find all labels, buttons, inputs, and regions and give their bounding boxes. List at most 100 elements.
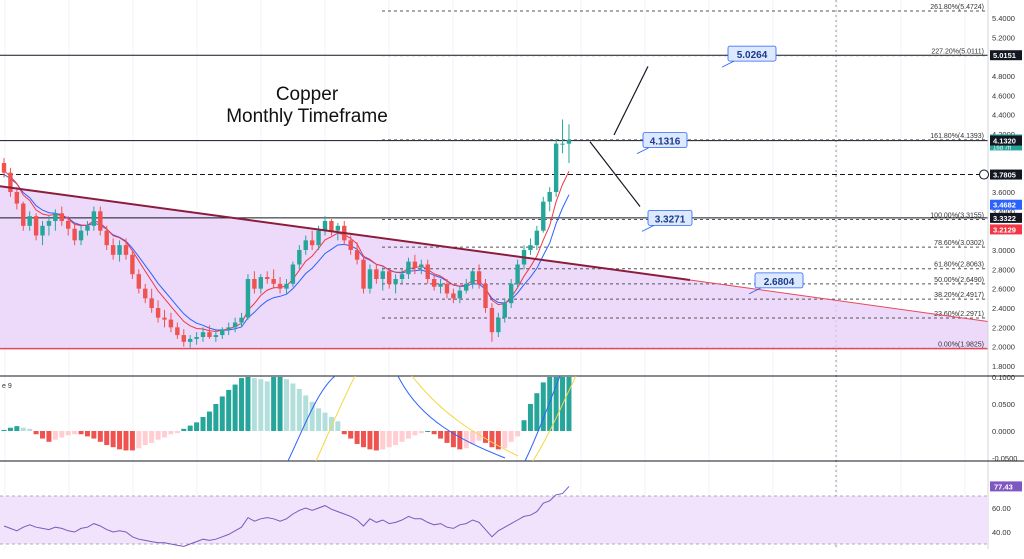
price-tag: 3.3322	[990, 212, 1022, 223]
candle-body	[252, 279, 257, 289]
macd-histogram-bar	[91, 431, 97, 439]
price-tick-label: 2.4000	[992, 304, 1015, 313]
price-tick-label: 4.8000	[992, 72, 1015, 81]
macd-histogram-bar	[553, 377, 559, 431]
macd-histogram-bar	[425, 431, 431, 432]
candle-body	[98, 211, 103, 231]
candle-body	[354, 250, 360, 260]
macd-histogram-bar	[527, 404, 533, 431]
candle-body	[508, 283, 514, 304]
price-tag-box	[990, 212, 1022, 223]
macd-histogram-bar	[483, 431, 488, 443]
candle-body	[277, 283, 283, 289]
price-tag-label: 3.3322	[993, 214, 1016, 223]
callout-box	[647, 209, 693, 226]
candle-body	[21, 203, 26, 226]
macd-histogram-bar	[283, 379, 289, 431]
candle-body	[541, 201, 546, 231]
macd-histogram-bar	[174, 431, 180, 434]
candle-body	[239, 317, 244, 323]
macd-histogram-bar	[123, 431, 129, 451]
title-line-2: Monthly Timeframe	[226, 106, 388, 127]
macd-histogram-bar	[219, 396, 225, 431]
fib-level-label: 100.00%(3.3155)	[930, 213, 984, 220]
candle-body	[1, 163, 7, 173]
macd-histogram-bar	[194, 422, 200, 431]
macd-histogram-bar	[104, 431, 110, 446]
price-tag: 4.1320	[990, 135, 1022, 146]
candle-body	[200, 332, 206, 337]
macd-histogram-bar	[399, 431, 405, 442]
candle-body	[329, 221, 334, 231]
callout-pointer	[721, 60, 735, 68]
macd-histogram-bar	[20, 427, 26, 431]
candle-body	[136, 274, 142, 289]
projection-line-up	[613, 66, 649, 136]
candle-body	[335, 225, 341, 231]
price-callout: 2.6804	[748, 272, 804, 295]
callout-label: 2.6804	[764, 277, 795, 288]
macd-histogram-bar	[27, 428, 33, 431]
macd-histogram-bar	[405, 431, 411, 439]
signal-line	[315, 375, 356, 462]
price-tick-label: 3.0000	[992, 246, 1015, 255]
candle-body	[232, 322, 238, 328]
price-tag-box	[990, 169, 1022, 180]
macd-histogram-bar	[33, 431, 39, 435]
fib-level-label: 0.00%(1.9825)	[938, 341, 984, 348]
macd-histogram-bar	[226, 389, 232, 431]
price-tag: 3.7805	[990, 169, 1022, 180]
macd-histogram-bar	[72, 431, 78, 435]
macd-histogram-bar	[168, 431, 174, 435]
rsi-tick-label: 40.00	[992, 528, 1011, 537]
candle-body	[284, 283, 289, 289]
candle-body	[322, 221, 328, 231]
candle-body	[412, 261, 418, 268]
price-callout: 4.1316	[636, 132, 688, 154]
macd-histogram-bar	[239, 378, 245, 431]
macd-histogram-bar	[232, 384, 238, 431]
price-tag-label: 3.7805	[993, 171, 1016, 180]
candle-body	[40, 225, 45, 236]
candle-body	[226, 327, 231, 330]
macd-histogram-bar	[450, 431, 456, 448]
macd-histogram-bar	[258, 379, 264, 431]
macd-histogram-bar	[277, 377, 283, 431]
price-tick-label: 4.6000	[992, 91, 1015, 100]
candle-body	[220, 329, 225, 336]
candle-body	[431, 279, 437, 287]
candle-body	[143, 288, 148, 299]
macd-histogram-bar	[463, 431, 469, 449]
price-callout: 5.0264	[721, 45, 777, 68]
macd-line	[397, 375, 506, 459]
projection-line-down	[589, 141, 641, 207]
callout-label: 5.0264	[737, 50, 768, 61]
macd-histogram-bar	[46, 431, 52, 442]
macd-histogram-bar	[129, 431, 135, 451]
rsi-tick-label: 60.00	[992, 504, 1011, 513]
candle-body	[117, 245, 122, 255]
candle-body	[374, 269, 379, 279]
macd-histogram-bar	[489, 431, 495, 448]
callout-pointer	[641, 225, 655, 232]
macd-tick-label: -0.0500	[992, 454, 1017, 463]
macd-histogram-bar	[181, 428, 187, 431]
price-tick-label: 5.2000	[992, 33, 1015, 42]
rsi-value-tag	[990, 481, 1022, 492]
candle-body	[380, 271, 385, 279]
macd-histogram-bar	[296, 388, 302, 431]
candle-body	[451, 293, 456, 299]
candle-body	[528, 245, 533, 250]
price-tick-label: 2.0000	[992, 343, 1015, 352]
macd-histogram-bar	[142, 431, 148, 446]
macd-histogram-bar	[540, 382, 546, 431]
candle-body	[444, 283, 450, 294]
macd-histogram-bar	[502, 431, 508, 449]
price-tick-label: 3.6000	[992, 188, 1015, 197]
candle-body	[175, 327, 180, 336]
candle-body	[46, 221, 52, 226]
descending-trendline	[0, 185, 691, 281]
macd-histogram-bar	[322, 412, 328, 431]
price-callout: 3.3271	[641, 209, 693, 232]
